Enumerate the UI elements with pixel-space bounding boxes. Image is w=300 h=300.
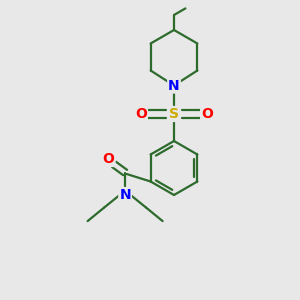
Text: O: O [135,107,147,121]
Text: S: S [169,107,179,121]
Text: N: N [119,188,131,202]
Text: O: O [103,152,115,166]
Text: N: N [168,79,180,92]
Text: O: O [201,107,213,121]
